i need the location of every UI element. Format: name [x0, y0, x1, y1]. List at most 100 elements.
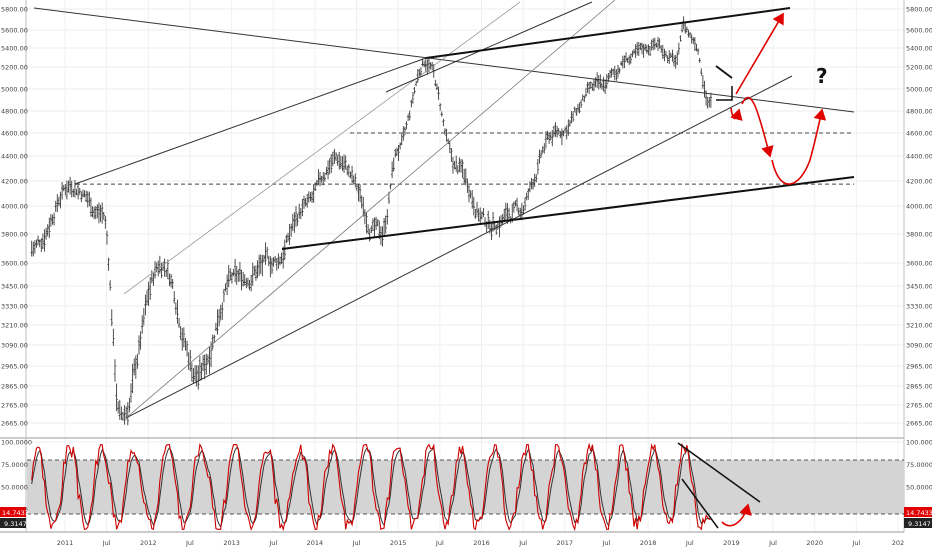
price-tick-label: 5600.00 — [906, 27, 932, 35]
price-axis-right: 5800.00 5600.00 5400.00 5200.00 5000.00 4800.… — [906, 6, 932, 428]
projection-arrows — [730, 12, 827, 185]
price-tick-label: 4200.00 — [1, 178, 28, 186]
stochastic-tick-label: 50.0000 — [906, 484, 932, 492]
time-tick-label: Jul — [352, 539, 361, 547]
price-tick-label: 4600.00 — [1, 130, 28, 138]
time-tick-label: 2014 — [307, 539, 324, 547]
price-tick-label: 3210.00 — [906, 322, 932, 330]
time-tick-label: Jul — [102, 539, 111, 547]
time-tick-label: 2012 — [140, 539, 157, 547]
dark-badge-right — [904, 518, 932, 528]
stochastic-projection-arrow — [721, 503, 752, 527]
stochastic-fast-line — [31, 442, 712, 532]
time-tick-label: 2019 — [723, 539, 740, 547]
price-tick-label: 5000.00 — [1, 86, 28, 94]
price-tick-label: 2765.00 — [906, 402, 932, 410]
trendline-descending — [33, 7, 855, 113]
dark-badge-right-text: 9.3147 — [908, 520, 931, 528]
stochastic-tick-label: 100.0000 — [906, 439, 932, 447]
trendline-steep — [385, 1, 593, 93]
time-tick-label: Jul — [685, 539, 694, 547]
price-tick-label: 4600.00 — [906, 130, 932, 138]
price-tick-label: 5200.00 — [906, 64, 932, 72]
time-tick-label: 2011 — [57, 539, 74, 547]
trendline-channel-lower — [125, 0, 616, 419]
red-badge-left — [0, 507, 26, 517]
price-tick-label: 3090.00 — [906, 342, 932, 350]
price-tick-label: 3450.00 — [906, 283, 932, 291]
price-tick-label: 4800.00 — [1, 108, 28, 116]
price-axis-left: 5800.00 5600.00 5400.00 5200.00 5000.00 4800.… — [1, 6, 28, 428]
price-tick-label: 5400.00 — [906, 45, 932, 53]
time-tick-label: Jul — [851, 539, 860, 547]
trendline-main-support — [125, 75, 793, 419]
price-tick-label: 3330.00 — [906, 303, 932, 311]
price-gridlines — [27, 8, 904, 424]
stochastic-slow-line — [31, 446, 711, 528]
time-tick-label: 2013 — [223, 539, 240, 547]
price-tick-label: 3330.00 — [1, 303, 28, 311]
time-tick-label: Jul — [602, 539, 611, 547]
price-tick-label: 4200.00 — [906, 178, 932, 186]
time-tick-label: Jul — [185, 539, 194, 547]
trendline-top-thick — [425, 7, 791, 59]
projection-recovery-arrow — [771, 108, 827, 185]
price-tick-label: 5600.00 — [1, 27, 28, 35]
price-tick-label: 4400.00 — [906, 153, 932, 161]
stochastic-trendline-upper — [677, 442, 761, 503]
price-tick-label: 5400.00 — [1, 45, 28, 53]
projection-bounce-arrow — [730, 107, 743, 121]
price-tick-label: 2765.00 — [1, 402, 28, 410]
projection-up-arrow — [735, 12, 784, 95]
red-badge-left-text: 14.7433 — [2, 509, 29, 517]
flag-lower — [716, 86, 733, 101]
red-badge-right — [904, 507, 932, 517]
ohlc-bars — [30, 16, 713, 426]
projection-down-arrow — [741, 96, 774, 158]
stochastic-tick-label: 75.0000 — [1, 461, 28, 469]
price-tick-label: 5200.00 — [1, 64, 28, 72]
trendline-channel-upper — [123, 1, 521, 295]
time-tick-label: 2017 — [557, 539, 574, 547]
stochastic-tick-label: 75.0000 — [906, 461, 932, 469]
time-tick-label: 2015 — [390, 539, 407, 547]
price-tick-label: 5800.00 — [906, 6, 932, 14]
price-tick-label: 4000.00 — [1, 203, 28, 211]
price-tick-label: 2865.00 — [1, 383, 28, 391]
question-mark-annotation: ? — [816, 64, 828, 88]
price-tick-label: 3800.00 — [1, 231, 28, 239]
price-tick-label: 3090.00 — [1, 342, 28, 350]
price-tick-label: 4800.00 — [906, 108, 932, 116]
price-tick-label: 2865.00 — [906, 383, 932, 391]
price-tick-label: 3450.00 — [1, 283, 28, 291]
stochastic-tick-label: 100.0000 — [1, 439, 32, 447]
trendline-bottom-thick — [281, 176, 855, 250]
stochastic-tick-label: 50.0000 — [1, 484, 28, 492]
price-tick-label: 2965.00 — [1, 363, 28, 371]
price-tick-label: 4000.00 — [906, 203, 932, 211]
trendline-upper-fan — [74, 57, 427, 185]
price-tick-label: 5800.00 — [1, 6, 28, 14]
price-tick-label: 2665.00 — [1, 420, 28, 428]
flag-upper — [715, 65, 733, 79]
price-tick-label: 2665.00 — [906, 420, 932, 428]
price-tick-label: 2965.00 — [906, 363, 932, 371]
time-tick-label: Jul — [435, 539, 444, 547]
dark-badge-left — [0, 518, 26, 528]
time-axis: 2011 Jul 2012 Jul 2013 Jul 2014 Jul 2015 Jul 2016 J… — [57, 539, 904, 547]
time-tick-label: Jul — [518, 539, 527, 547]
price-tick-label: 4400.00 — [1, 153, 28, 161]
time-gridlines — [64, 0, 899, 532]
time-tick-label: 2020 — [806, 539, 823, 547]
last-value-badges: 14.7433 9.3147 14.7433 9.3147 — [0, 507, 932, 528]
time-tick-label: Jul — [268, 539, 277, 547]
time-tick-label: 202 — [892, 539, 904, 547]
price-tick-label: 3800.00 — [906, 231, 932, 239]
stochastic-trendline-lower — [681, 478, 719, 529]
time-tick-label: 2018 — [640, 539, 657, 547]
time-tick-label: Jul — [768, 539, 777, 547]
dark-badge-left-text: 9.3147 — [4, 520, 27, 528]
price-tick-label: 5000.00 — [906, 86, 932, 94]
